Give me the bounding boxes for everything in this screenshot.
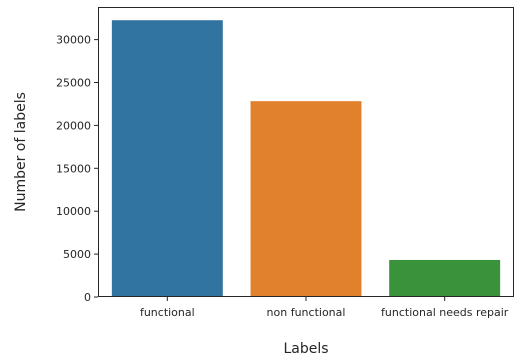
x-tick-label: functional needs repair xyxy=(381,306,509,319)
bars-group xyxy=(111,20,501,298)
x-tick-label: functional xyxy=(140,306,195,319)
y-tick-label: 25000 xyxy=(56,77,91,90)
y-axis-ticks: 0 5000 10000 15000 20000 25000 30000 xyxy=(56,34,98,304)
y-tick-label: 0 xyxy=(84,291,91,304)
bar-functional-needs-repair xyxy=(389,259,501,297)
y-tick-label: 15000 xyxy=(56,162,91,175)
plot-frame xyxy=(98,7,514,297)
y-tick-label: 5000 xyxy=(63,248,91,261)
y-axis-label: Number of labels xyxy=(13,92,29,212)
x-axis-ticks: functional non functional functional needs… xyxy=(140,297,509,319)
bar-functional xyxy=(111,20,223,298)
y-tick-label: 10000 xyxy=(56,205,91,218)
y-tick-label: 30000 xyxy=(56,34,91,47)
y-tick-label: 20000 xyxy=(56,119,91,132)
bar-non-functional xyxy=(250,101,362,297)
x-axis-label: Labels xyxy=(283,341,328,357)
x-tick-label: non functional xyxy=(267,306,346,319)
